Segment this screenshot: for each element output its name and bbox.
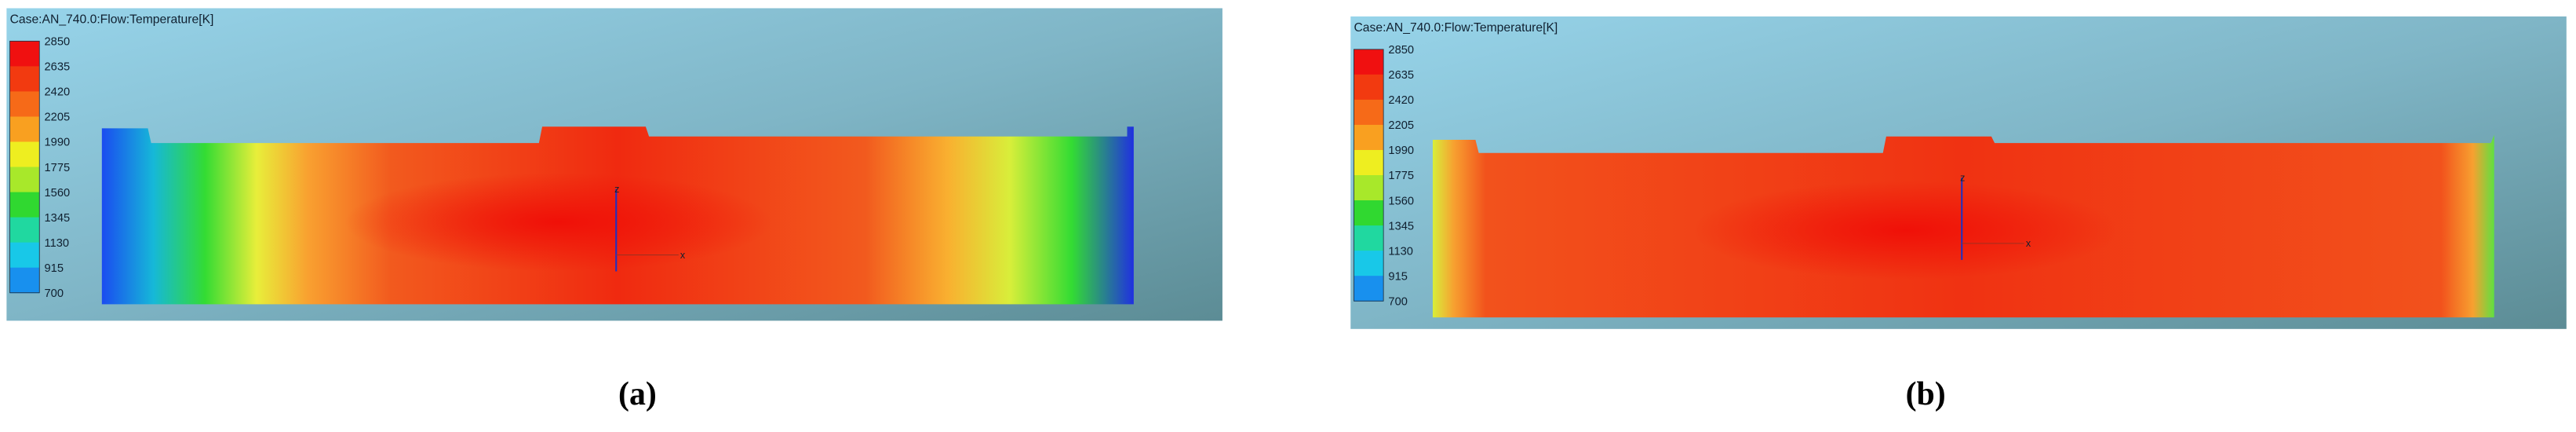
legend-tick-label: 1775 bbox=[1388, 170, 1414, 182]
legend-tick-label: 1990 bbox=[1388, 145, 1414, 157]
legend-tick-label: 2635 bbox=[45, 61, 71, 74]
legend-tick-label: 2850 bbox=[45, 36, 71, 49]
hot-core bbox=[1692, 181, 2120, 280]
panel: Case:AN_740.0:Flow:Temperature[K] 2850 263… bbox=[1350, 16, 2567, 412]
legend-band bbox=[9, 141, 40, 168]
legend-band bbox=[1354, 225, 1384, 251]
legend-band bbox=[9, 242, 40, 269]
legend-band bbox=[1354, 251, 1384, 276]
legend-band bbox=[1354, 124, 1384, 151]
legend-tick-label: 1345 bbox=[1388, 220, 1414, 232]
legend-band bbox=[1354, 74, 1384, 101]
legend-tick-label: 1560 bbox=[45, 187, 71, 200]
axis-label: z bbox=[614, 184, 619, 195]
legend-tick-label: 2205 bbox=[1388, 119, 1414, 132]
legend-tick-label: 2420 bbox=[1388, 94, 1414, 107]
legend-tick-label: 2205 bbox=[45, 112, 71, 124]
legend-tick-label: 1990 bbox=[45, 137, 71, 149]
hot-core bbox=[344, 172, 773, 272]
axis-label: z bbox=[1960, 172, 1965, 183]
legend-tick-label: 700 bbox=[45, 287, 64, 300]
legend-tick-label: 1560 bbox=[1388, 195, 1414, 207]
legend-tick-label: 2635 bbox=[1388, 69, 1414, 82]
legend-band bbox=[1354, 49, 1384, 75]
legend-band bbox=[1354, 149, 1384, 176]
caption: (a) bbox=[618, 376, 657, 412]
axis-label: x bbox=[680, 250, 686, 261]
legend-band bbox=[1354, 99, 1384, 126]
legend-tick-label: 700 bbox=[1388, 295, 1407, 308]
legend-frame bbox=[1354, 49, 1384, 302]
legend-tick-label: 915 bbox=[1388, 270, 1407, 283]
caption: (b) bbox=[1906, 376, 1946, 412]
case-title: Case:AN_740.0:Flow:Temperature[K] bbox=[1354, 21, 1558, 35]
legend-band bbox=[9, 217, 40, 243]
legend-band bbox=[9, 167, 40, 193]
legend-tick-label: 1345 bbox=[45, 212, 71, 225]
legend-tick-label: 1130 bbox=[45, 237, 69, 250]
legend-band bbox=[9, 267, 40, 294]
legend-band bbox=[9, 41, 40, 68]
legend-tick-label: 2850 bbox=[1388, 44, 1414, 57]
axis-label: x bbox=[2026, 238, 2031, 249]
legend-band bbox=[9, 116, 40, 143]
panel: Case:AN_740.0:Flow:Temperature[K] 2850 263… bbox=[6, 8, 1222, 412]
legend-tick-label: 1775 bbox=[45, 162, 71, 174]
legend-tick-label: 1130 bbox=[1388, 245, 1412, 258]
legend-band bbox=[9, 91, 40, 118]
legend-band bbox=[1354, 200, 1384, 226]
legend-frame bbox=[9, 40, 40, 294]
case-title: Case:AN_740.0:Flow:Temperature[K] bbox=[10, 13, 214, 26]
legend-band bbox=[9, 66, 40, 93]
legend-band bbox=[9, 192, 40, 218]
legend-band bbox=[1354, 175, 1384, 201]
legend-tick-label: 2420 bbox=[45, 86, 71, 99]
legend-tick-label: 915 bbox=[45, 262, 64, 275]
legend-band bbox=[1354, 276, 1384, 302]
